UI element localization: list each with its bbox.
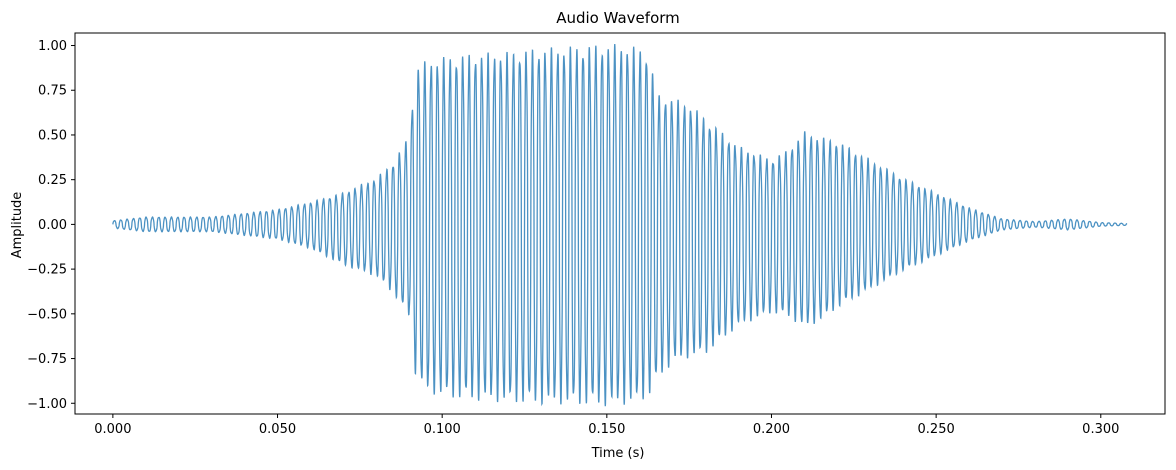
x-tick-label: 0.250 (918, 422, 955, 437)
y-tick-label: 0.75 (38, 84, 67, 99)
y-axis-label: Amplitude (10, 192, 25, 259)
plot-area (112, 43, 1128, 407)
x-tick-label: 0.050 (259, 422, 296, 437)
y-tick-label: 0.00 (38, 218, 67, 233)
y-tick-label: −0.50 (27, 307, 67, 322)
waveform-line (112, 43, 1128, 407)
x-tick-label: 0.300 (1082, 422, 1119, 437)
y-tick-label: −1.00 (27, 397, 67, 412)
x-tick-label: 0.000 (94, 422, 131, 437)
y-tick-label: 0.25 (38, 173, 67, 188)
plot-frame (74, 32, 1166, 415)
x-tick-label: 0.150 (588, 422, 625, 437)
chart-title: Audio Waveform (556, 9, 680, 27)
x-tick-label: 0.200 (753, 422, 790, 437)
x-axis-label: Time (s) (591, 446, 645, 461)
x-tick-label: 0.100 (424, 422, 461, 437)
axes: 0.000 0.050 0.100 0.150 0.200 0.250 0.300 1.00 0… (27, 32, 1166, 437)
y-tick-label: −0.25 (27, 263, 67, 278)
y-tick-label: −0.75 (27, 352, 67, 367)
y-tick-label: 1.00 (38, 39, 67, 54)
y-tick-label: 0.50 (38, 128, 67, 143)
